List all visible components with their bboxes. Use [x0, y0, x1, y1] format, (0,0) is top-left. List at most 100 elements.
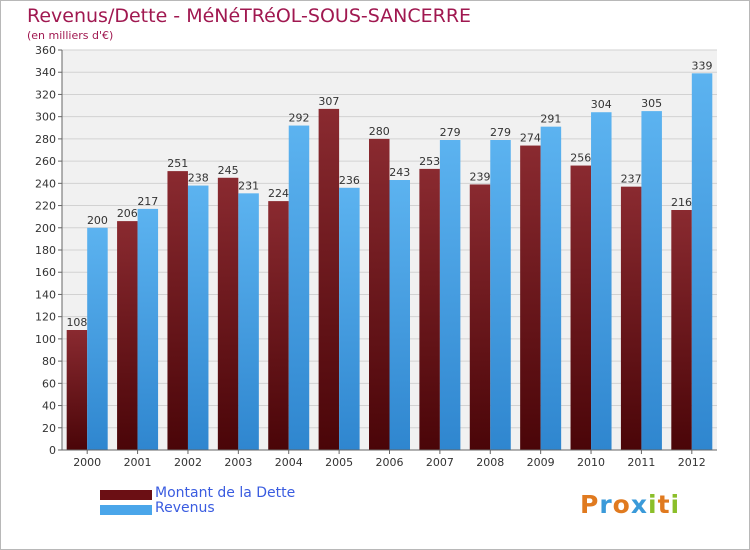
bar-debt	[66, 330, 88, 450]
x-tick-label: 2011	[627, 456, 655, 469]
y-tick-label: 20	[42, 422, 56, 435]
data-label-revenus: 217	[137, 195, 158, 208]
data-label-debt: 251	[167, 157, 188, 170]
data-label-revenus: 200	[87, 214, 108, 227]
bar-revenus	[288, 125, 310, 451]
y-axis-ticks: 0 20 40 60 80 100 120 140 160 180 200 220 240 260 280 3…	[35, 44, 62, 457]
legend-label-revenus: Revenus	[155, 500, 215, 516]
x-tick-label: 2012	[678, 456, 706, 469]
x-tick-label: 2006	[376, 456, 404, 469]
data-label-revenus: 279	[440, 126, 461, 139]
bar-revenus	[439, 140, 461, 450]
bar-revenus	[591, 112, 612, 450]
logo-letter: P	[580, 490, 600, 519]
bar-debt	[419, 168, 440, 450]
x-tick-label: 2009	[527, 456, 555, 469]
bar-revenus	[137, 208, 159, 450]
logo-letter: t	[657, 490, 671, 519]
logo-letter: i	[670, 490, 681, 519]
logo-letter: o	[612, 490, 631, 519]
y-tick-label: 280	[35, 133, 56, 146]
data-label-debt: 245	[218, 164, 239, 177]
data-label-debt: 307	[318, 95, 339, 108]
bar-revenus	[691, 73, 713, 450]
bar-revenus	[540, 126, 562, 451]
bar-debt	[671, 210, 692, 450]
y-tick-label: 80	[42, 355, 56, 368]
data-label-debt: 253	[419, 155, 440, 168]
data-label-debt: 280	[369, 125, 390, 138]
y-tick-label: 220	[35, 200, 56, 213]
legend-swatch-revenus	[100, 505, 152, 515]
bars	[66, 73, 713, 451]
y-tick-label: 160	[35, 266, 56, 279]
chart-subtitle: (en milliers d'€)	[27, 29, 114, 42]
bar-debt	[369, 138, 390, 450]
legend-label-debt: Montant de la Dette	[155, 485, 296, 501]
data-label-revenus: 231	[238, 179, 259, 192]
y-tick-label: 240	[35, 177, 56, 190]
data-label-revenus: 243	[389, 166, 410, 179]
data-label-revenus: 304	[591, 98, 612, 111]
logo-letter: i	[648, 490, 658, 519]
y-tick-label: 120	[35, 311, 56, 324]
bar-revenus	[238, 193, 259, 451]
x-axis-ticks: 2000 2001 2002 2003 2004 2005 2006 2007 2008 2009…	[73, 450, 706, 469]
x-tick-label: 2001	[124, 456, 152, 469]
bar-debt	[520, 145, 541, 451]
y-tick-label: 340	[35, 66, 56, 79]
bar-debt	[469, 184, 491, 450]
data-label-debt: 216	[671, 196, 692, 209]
data-label-debt: 206	[117, 207, 138, 220]
y-tick-label: 180	[35, 244, 56, 257]
y-tick-label: 40	[42, 400, 56, 413]
x-tick-label: 2003	[224, 456, 252, 469]
bar-debt	[318, 108, 340, 450]
data-label-revenus: 305	[641, 97, 662, 110]
data-label-debt: 237	[621, 173, 642, 186]
data-label-debt: 224	[268, 187, 289, 200]
x-tick-label: 2008	[476, 456, 504, 469]
bar-revenus	[641, 111, 662, 450]
data-label-revenus: 291	[540, 113, 561, 126]
data-label-revenus: 292	[288, 112, 309, 125]
proxiti-logo: Proxiti	[580, 490, 680, 519]
logo-letter: x	[630, 490, 648, 519]
y-tick-label: 320	[35, 88, 56, 101]
y-tick-label: 60	[42, 377, 56, 390]
y-tick-label: 260	[35, 155, 56, 168]
y-tick-label: 300	[35, 111, 56, 124]
y-tick-label: 200	[35, 222, 56, 235]
bar-debt	[167, 171, 188, 450]
x-tick-label: 2000	[73, 456, 101, 469]
bar-debt	[217, 177, 239, 450]
logo-letter: r	[599, 490, 613, 519]
x-tick-label: 2002	[174, 456, 202, 469]
bar-debt	[117, 221, 138, 450]
x-tick-label: 2005	[325, 456, 353, 469]
bar-revenus	[389, 180, 410, 450]
legend-swatch-debt	[100, 490, 152, 500]
bar-debt	[620, 186, 642, 450]
x-tick-label: 2004	[275, 456, 303, 469]
data-label-debt: 256	[570, 152, 591, 165]
bar-debt	[570, 165, 592, 451]
chart-title: Revenus/Dette - MéNéTRéOL-SOUS-SANCERRE	[27, 5, 472, 27]
bar-debt	[268, 201, 289, 450]
data-label-revenus: 238	[188, 172, 209, 185]
bar-revenus	[339, 187, 360, 450]
y-tick-label: 100	[35, 333, 56, 346]
data-label-debt: 274	[520, 132, 541, 145]
bar-revenus	[87, 227, 108, 450]
data-label-debt: 239	[470, 170, 491, 183]
x-tick-label: 2007	[426, 456, 454, 469]
bar-revenus	[187, 185, 209, 451]
data-label-revenus: 236	[339, 174, 360, 187]
x-tick-label: 2010	[577, 456, 605, 469]
y-tick-label: 0	[49, 444, 56, 457]
data-label-debt: 108	[66, 316, 87, 329]
y-tick-label: 360	[35, 44, 56, 57]
data-label-revenus: 339	[692, 59, 713, 72]
